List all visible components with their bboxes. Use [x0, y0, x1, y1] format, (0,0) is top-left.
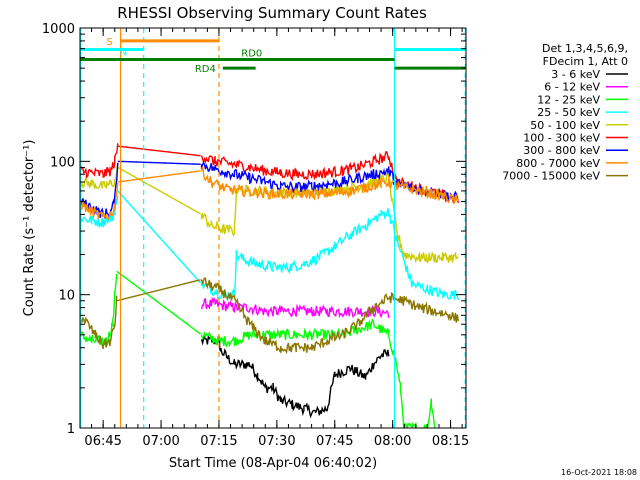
- x-tick-label-4: 07:30: [258, 434, 295, 449]
- legend-label-6: 100 - 300 keV: [523, 132, 600, 145]
- legend-label-2: 6 - 12 keV: [544, 81, 600, 94]
- legend-label-3: 12 - 25 keV: [537, 93, 600, 106]
- legend-header-1: Det 1,3,4,5,6,9,: [542, 42, 628, 55]
- series-line-9: [80, 277, 459, 355]
- y-tick-label-3: 100: [50, 155, 75, 170]
- legend: Det 1,3,4,5,6,9,FDecim 1, Att 03 - 6 keV…: [502, 42, 628, 183]
- legend-label-8: 800 - 7000 keV: [516, 157, 600, 170]
- y-tick-label-4: 1000: [42, 22, 75, 37]
- series-line-1: [200, 332, 390, 419]
- legend-label-7: 300 - 800 keV: [523, 144, 600, 157]
- y-tick-label-2: 10: [58, 289, 75, 304]
- x-tick-label-7: 08:15: [432, 434, 469, 449]
- state-bar-label-5: RD4: [195, 64, 216, 75]
- x-axis-label: Start Time (08-Apr-04 06:40:02): [169, 456, 377, 471]
- y-axis-label: Count Rate (s⁻¹ detector⁻¹): [22, 140, 37, 317]
- state-bar-label-1: S: [107, 37, 113, 48]
- x-tick-label-3: 07:15: [200, 434, 237, 449]
- axes: 06:45 07:00 07:15 07:30 07:45 08:00 08:15 1 10 10…: [42, 22, 469, 449]
- state-bar-label-2: N: [120, 47, 127, 58]
- state-bar-label-4: RD0: [241, 49, 262, 60]
- plot-frame: [79, 27, 467, 429]
- series-line-2: [200, 296, 390, 319]
- legend-label-4: 25 - 50 keV: [537, 106, 600, 119]
- chart-title: RHESSI Observing Summary Count Rates: [117, 4, 427, 22]
- x-tick-label-1: 06:45: [84, 434, 121, 449]
- legend-header-2: FDecim 1, Att 0: [543, 55, 628, 68]
- series-line-8: [80, 166, 459, 221]
- x-tick-label-2: 07:00: [142, 434, 179, 449]
- legend-label-5: 50 - 100 keV: [530, 119, 600, 132]
- legend-label-9: 7000 - 15000 keV: [502, 170, 600, 183]
- legend-label-1: 3 - 6 keV: [551, 68, 600, 81]
- series-line-6: [80, 143, 459, 205]
- x-tick-label-6: 08:00: [374, 434, 411, 449]
- y-tick-label-1: 1: [67, 422, 75, 437]
- footer-date: 16-Oct-2021 18:08: [561, 468, 637, 477]
- plot-area: [80, 28, 466, 428]
- x-tick-label-5: 07:45: [316, 434, 353, 449]
